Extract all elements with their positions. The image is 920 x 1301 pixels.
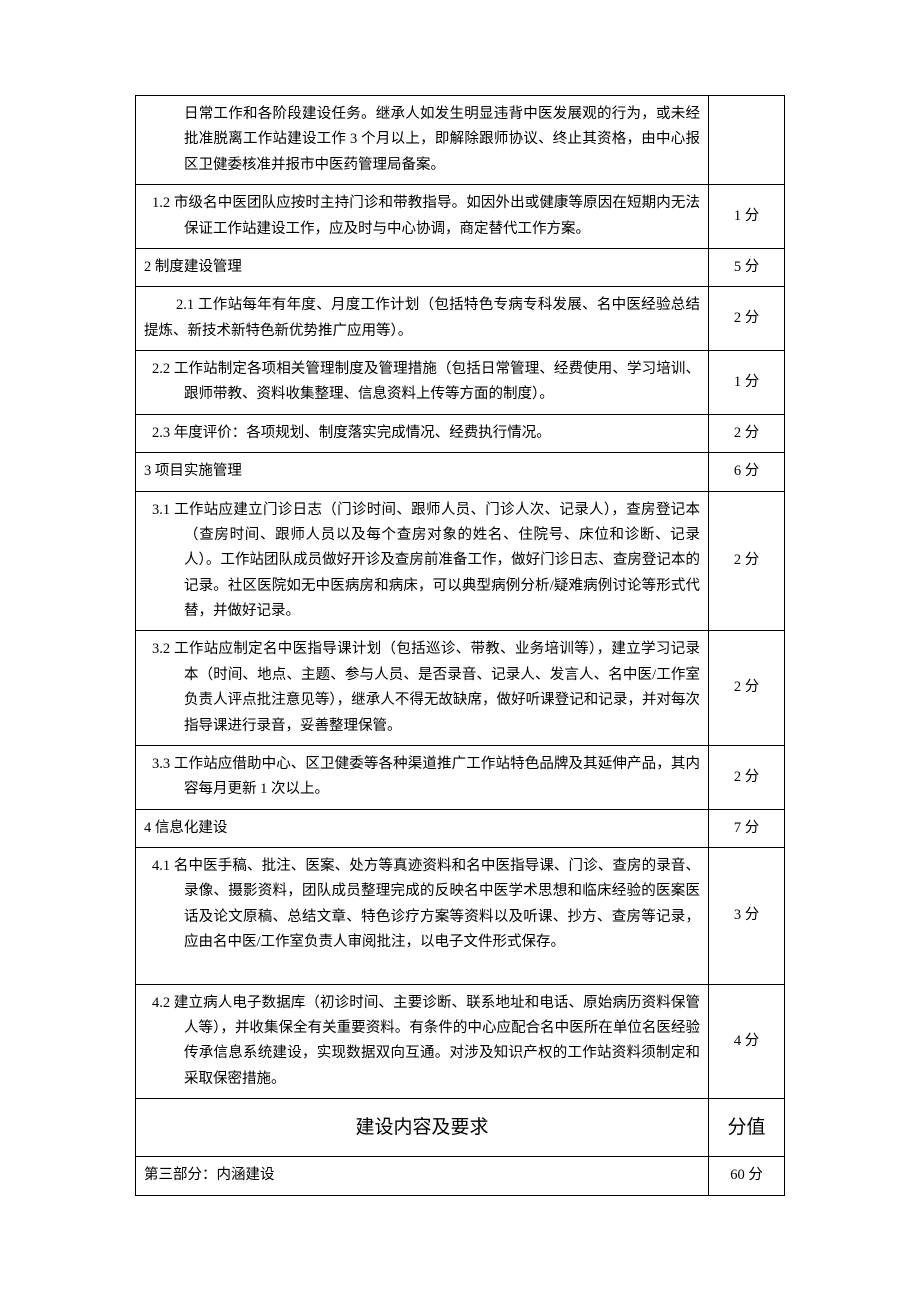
table-row: 3.3 工作站应借助中心、区卫健委等各种渠道推广工作站特色品牌及其延伸产品，其内… <box>136 745 785 809</box>
table-row: 3.1 工作站应建立门诊日志（门诊时间、跟师人员、门诊人次、记录人），查房登记本… <box>136 491 785 631</box>
row-score: 2 分 <box>709 631 785 746</box>
table-row: 1.2 市级名中医团队应按时主持门诊和带教指导。如因外出或健康等原因在短期内无法… <box>136 185 785 249</box>
row-score: 1 分 <box>709 351 785 415</box>
table-row: 2.1 工作站每年有年度、月度工作计划（包括特色专病专科发展、名中医经验总结提炼… <box>136 287 785 351</box>
row-content: 3.1 工作站应建立门诊日志（门诊时间、跟师人员、门诊人次、记录人），查房登记本… <box>136 491 709 631</box>
row-content: 4 信息化建设 <box>136 809 709 847</box>
table-row: 2.3 年度评价：各项规划、制度落实完成情况、经费执行情况。2 分 <box>136 414 785 452</box>
table-row: 3.2 工作站应制定名中医指导课计划（包括巡诊、带教、业务培训等），建立学习记录… <box>136 631 785 746</box>
table-row: 第三部分：内涵建设60 分 <box>136 1157 785 1195</box>
row-score: 6 分 <box>709 453 785 491</box>
row-score: 2 分 <box>709 745 785 809</box>
section-header-content: 建设内容及要求 <box>136 1099 709 1157</box>
table-row: 2 制度建设管理5 分 <box>136 248 785 286</box>
row-content: 2.1 工作站每年有年度、月度工作计划（包括特色专病专科发展、名中医经验总结提炼… <box>136 287 709 351</box>
table-row: 日常工作和各阶段建设任务。继承人如发生明显违背中医发展观的行为，或未经批准脱离工… <box>136 96 785 185</box>
row-content: 3.2 工作站应制定名中医指导课计划（包括巡诊、带教、业务培训等），建立学习记录… <box>136 631 709 746</box>
row-content: 日常工作和各阶段建设任务。继承人如发生明显违背中医发展观的行为，或未经批准脱离工… <box>136 96 709 185</box>
table-row: 2.2 工作站制定各项相关管理制度及管理措施（包括日常管理、经费使用、学习培训、… <box>136 351 785 415</box>
section-header-row: 建设内容及要求分值 <box>136 1099 785 1157</box>
row-score <box>709 96 785 185</box>
row-content: 2.2 工作站制定各项相关管理制度及管理措施（包括日常管理、经费使用、学习培训、… <box>136 351 709 415</box>
table-body: 日常工作和各阶段建设任务。继承人如发生明显违背中医发展观的行为，或未经批准脱离工… <box>136 96 785 1196</box>
row-score: 2 分 <box>709 414 785 452</box>
row-content: 4.1 名中医手稿、批注、医案、处方等真迹资料和名中医指导课、门诊、查房的录音、… <box>136 848 709 985</box>
row-score: 60 分 <box>709 1157 785 1195</box>
row-score: 3 分 <box>709 848 785 985</box>
table-row: 4.2 建立病人电子数据库（初诊时间、主要诊断、联系地址和电话、原始病历资料保管… <box>136 984 785 1099</box>
row-content: 4.2 建立病人电子数据库（初诊时间、主要诊断、联系地址和电话、原始病历资料保管… <box>136 984 709 1099</box>
row-score: 5 分 <box>709 248 785 286</box>
row-score: 7 分 <box>709 809 785 847</box>
row-content: 3.3 工作站应借助中心、区卫健委等各种渠道推广工作站特色品牌及其延伸产品，其内… <box>136 745 709 809</box>
row-score: 2 分 <box>709 287 785 351</box>
row-content: 1.2 市级名中医团队应按时主持门诊和带教指导。如因外出或健康等原因在短期内无法… <box>136 185 709 249</box>
row-score: 1 分 <box>709 185 785 249</box>
row-content: 2 制度建设管理 <box>136 248 709 286</box>
table-row: 4.1 名中医手稿、批注、医案、处方等真迹资料和名中医指导课、门诊、查房的录音、… <box>136 848 785 985</box>
row-score: 4 分 <box>709 984 785 1099</box>
section-header-score: 分值 <box>709 1099 785 1157</box>
row-content: 2.3 年度评价：各项规划、制度落实完成情况、经费执行情况。 <box>136 414 709 452</box>
row-score: 2 分 <box>709 491 785 631</box>
table-row: 3 项目实施管理6 分 <box>136 453 785 491</box>
evaluation-table: 日常工作和各阶段建设任务。继承人如发生明显违背中医发展观的行为，或未经批准脱离工… <box>135 95 785 1196</box>
row-content: 第三部分：内涵建设 <box>136 1157 709 1195</box>
row-content: 3 项目实施管理 <box>136 453 709 491</box>
table-row: 4 信息化建设7 分 <box>136 809 785 847</box>
